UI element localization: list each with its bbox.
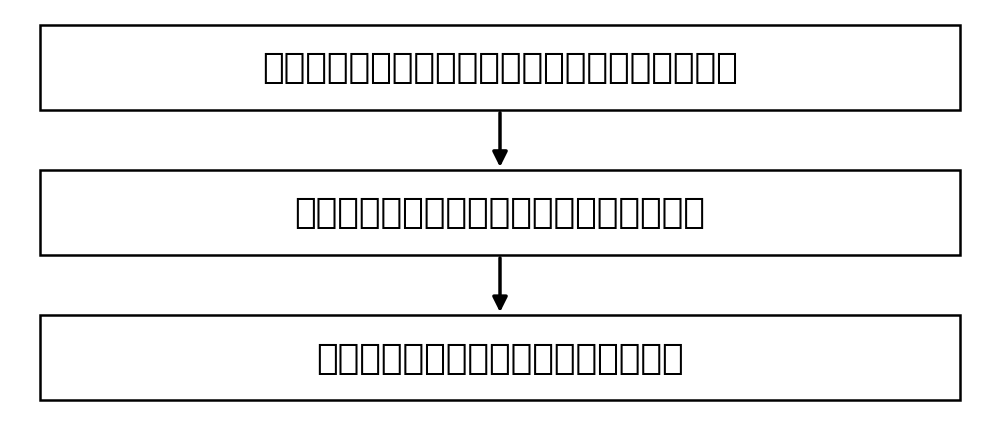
FancyBboxPatch shape bbox=[40, 315, 960, 400]
Text: 计算可利用频率单元的阵列距离差矢量: 计算可利用频率单元的阵列距离差矢量 bbox=[316, 341, 684, 375]
Text: 计算每个可利用频率单元的对应相位差矢量: 计算每个可利用频率单元的对应相位差矢量 bbox=[295, 196, 705, 230]
FancyBboxPatch shape bbox=[40, 26, 960, 111]
Text: 构造与可利用频率单元对应的麦克风阵列频域数据: 构造与可利用频率单元对应的麦克风阵列频域数据 bbox=[262, 51, 738, 85]
FancyBboxPatch shape bbox=[40, 170, 960, 256]
